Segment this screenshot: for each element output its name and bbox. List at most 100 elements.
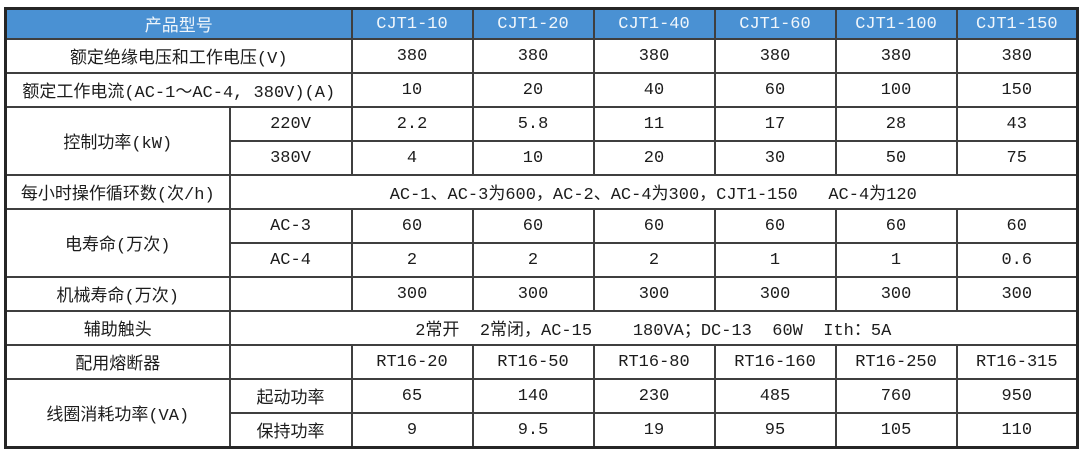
value-cell: 2.2 (350, 106, 474, 142)
value-cell: 380 (350, 38, 474, 74)
row-cycles-per-hour: 每小时操作循环数(次/h) AC-1、AC-3为600，AC-2、AC-4为30… (4, 174, 1079, 210)
label-rated-current: 额定工作电流(AC-1～AC-4, 380V)(A) (4, 72, 353, 108)
row-mechanical-life: 机械寿命(万次) 300 300 300 300 300 300 (4, 276, 1079, 312)
label-coil-power: 线圈消耗功率(VA) (4, 378, 231, 449)
value-cell: 100 (834, 72, 958, 108)
spec-table-container: 产品型号 CJT1-10 CJT1-20 CJT1-40 CJT1-60 CJT… (4, 7, 1079, 449)
value-cell: 43 (955, 106, 1079, 142)
value-cell: 300 (834, 276, 958, 312)
value-cell: 9 (350, 412, 474, 449)
value-cell: 380 (592, 38, 716, 74)
value-cell: 140 (471, 378, 595, 414)
value-cell: 380 (471, 38, 595, 74)
value-cell: 110 (955, 412, 1079, 449)
row-fuse: 配用熔断器 RT16-20 RT16-50 RT16-80 RT16-160 R… (4, 344, 1079, 380)
label-insulation-voltage: 额定绝缘电压和工作电压(V) (4, 38, 353, 74)
label-mechanical-life: 机械寿命(万次) (4, 276, 231, 312)
value-cell: 60 (471, 208, 595, 244)
value-cell: 60 (834, 208, 958, 244)
value-cell: 10 (471, 140, 595, 176)
row-control-power-220v: 控制功率(kW) 220V 2.2 5.8 11 17 28 43 (4, 106, 1079, 176)
value-cell: RT16-250 (834, 344, 958, 380)
value-cell: 380 (713, 38, 837, 74)
header-model-cjt1-150: CJT1-150 (955, 7, 1079, 40)
row-insulation-voltage: 额定绝缘电压和工作电压(V) 380 380 380 380 380 380 (4, 38, 1079, 74)
empty-sub-cell (228, 276, 353, 312)
value-cell: 300 (713, 276, 837, 312)
value-cell: 50 (834, 140, 958, 176)
value-cell: 0.6 (955, 242, 1079, 278)
value-cell: 28 (834, 106, 958, 142)
value-cell: 485 (713, 378, 837, 414)
value-cell: 4 (350, 140, 474, 176)
cjt1-spec-table: 产品型号 CJT1-10 CJT1-20 CJT1-40 CJT1-60 CJT… (4, 7, 1079, 449)
value-cell: 2 (350, 242, 474, 278)
value-cell: 300 (955, 276, 1079, 312)
header-product-model: 产品型号 (4, 7, 353, 40)
value-cell: 60 (592, 208, 716, 244)
value-cell: 2 (471, 242, 595, 278)
value-cell: 75 (955, 140, 1079, 176)
value-cell: 300 (592, 276, 716, 312)
value-cell: 1 (713, 242, 837, 278)
value-cell: RT16-50 (471, 344, 595, 380)
value-cell: 20 (592, 140, 716, 176)
row-coil-power-holding: 保持功率 9 9.5 19 95 105 110 (6, 412, 1079, 449)
value-cell: 300 (471, 276, 595, 312)
value-cell: 9.5 (471, 412, 595, 449)
value-cell: RT16-80 (592, 344, 716, 380)
value-cell: 20 (471, 72, 595, 108)
value-cell: 2 (592, 242, 716, 278)
value-cell: 95 (713, 412, 837, 449)
value-cell: 11 (592, 106, 716, 142)
sub-label-220v: 220V (228, 106, 353, 142)
value-cell: 760 (834, 378, 958, 414)
sub-label-starting-power: 起动功率 (228, 378, 353, 414)
value-cell: 60 (955, 208, 1079, 244)
header-model-cjt1-10: CJT1-10 (350, 7, 474, 40)
sub-label-ac3: AC-3 (228, 208, 353, 244)
value-cell: 40 (592, 72, 716, 108)
value-cell: RT16-160 (713, 344, 837, 380)
value-cell: 950 (955, 378, 1079, 414)
header-model-cjt1-20: CJT1-20 (471, 7, 595, 40)
header-model-cjt1-100: CJT1-100 (834, 7, 958, 40)
value-cell: 60 (350, 208, 474, 244)
row-electrical-life-ac4: AC-4 2 2 2 1 1 0.6 (6, 242, 1079, 278)
value-cell: 19 (592, 412, 716, 449)
label-cycles-per-hour: 每小时操作循环数(次/h) (4, 174, 231, 210)
sub-label-380v: 380V (228, 140, 353, 176)
value-cell: 105 (834, 412, 958, 449)
value-cell: 10 (350, 72, 474, 108)
header-model-cjt1-40: CJT1-40 (592, 7, 716, 40)
value-cell: 60 (713, 72, 837, 108)
value-cell: 17 (713, 106, 837, 142)
value-cell: 30 (713, 140, 837, 176)
label-auxiliary-contacts: 辅助触头 (4, 310, 231, 346)
row-rated-current: 额定工作电流(AC-1～AC-4, 380V)(A) 10 20 40 60 1… (4, 72, 1079, 108)
label-control-power: 控制功率(kW) (4, 106, 231, 176)
value-auxiliary-contacts: 2常开 2常闭，AC-15 180VA；DC-13 60W Ith：5A (228, 310, 1079, 346)
value-cell: RT16-315 (955, 344, 1079, 380)
value-cell: 230 (592, 378, 716, 414)
sub-label-holding-power: 保持功率 (228, 412, 353, 449)
row-coil-power-starting: 线圈消耗功率(VA) 起动功率 65 140 230 485 760 950 (4, 378, 1079, 449)
value-cell: 300 (350, 276, 474, 312)
empty-sub-cell (228, 344, 353, 380)
value-cell: 380 (955, 38, 1079, 74)
label-fuse: 配用熔断器 (4, 344, 231, 380)
value-cell: 150 (955, 72, 1079, 108)
value-cell: 380 (834, 38, 958, 74)
row-electrical-life-ac3: 电寿命(万次) AC-3 60 60 60 60 60 60 (4, 208, 1079, 278)
row-control-power-380v: 380V 4 10 20 30 50 75 (6, 140, 1079, 176)
header-model-cjt1-60: CJT1-60 (713, 7, 837, 40)
value-cell: 1 (834, 242, 958, 278)
row-auxiliary-contacts: 辅助触头 2常开 2常闭，AC-15 180VA；DC-13 60W Ith：5… (4, 310, 1079, 346)
value-cell: 5.8 (471, 106, 595, 142)
sub-label-ac4: AC-4 (228, 242, 353, 278)
header-row: 产品型号 CJT1-10 CJT1-20 CJT1-40 CJT1-60 CJT… (4, 7, 1079, 40)
value-cell: 65 (350, 378, 474, 414)
value-cycles-per-hour: AC-1、AC-3为600，AC-2、AC-4为300，CJT1-150 AC-… (228, 174, 1079, 210)
value-cell: RT16-20 (350, 344, 474, 380)
value-cell: 60 (713, 208, 837, 244)
